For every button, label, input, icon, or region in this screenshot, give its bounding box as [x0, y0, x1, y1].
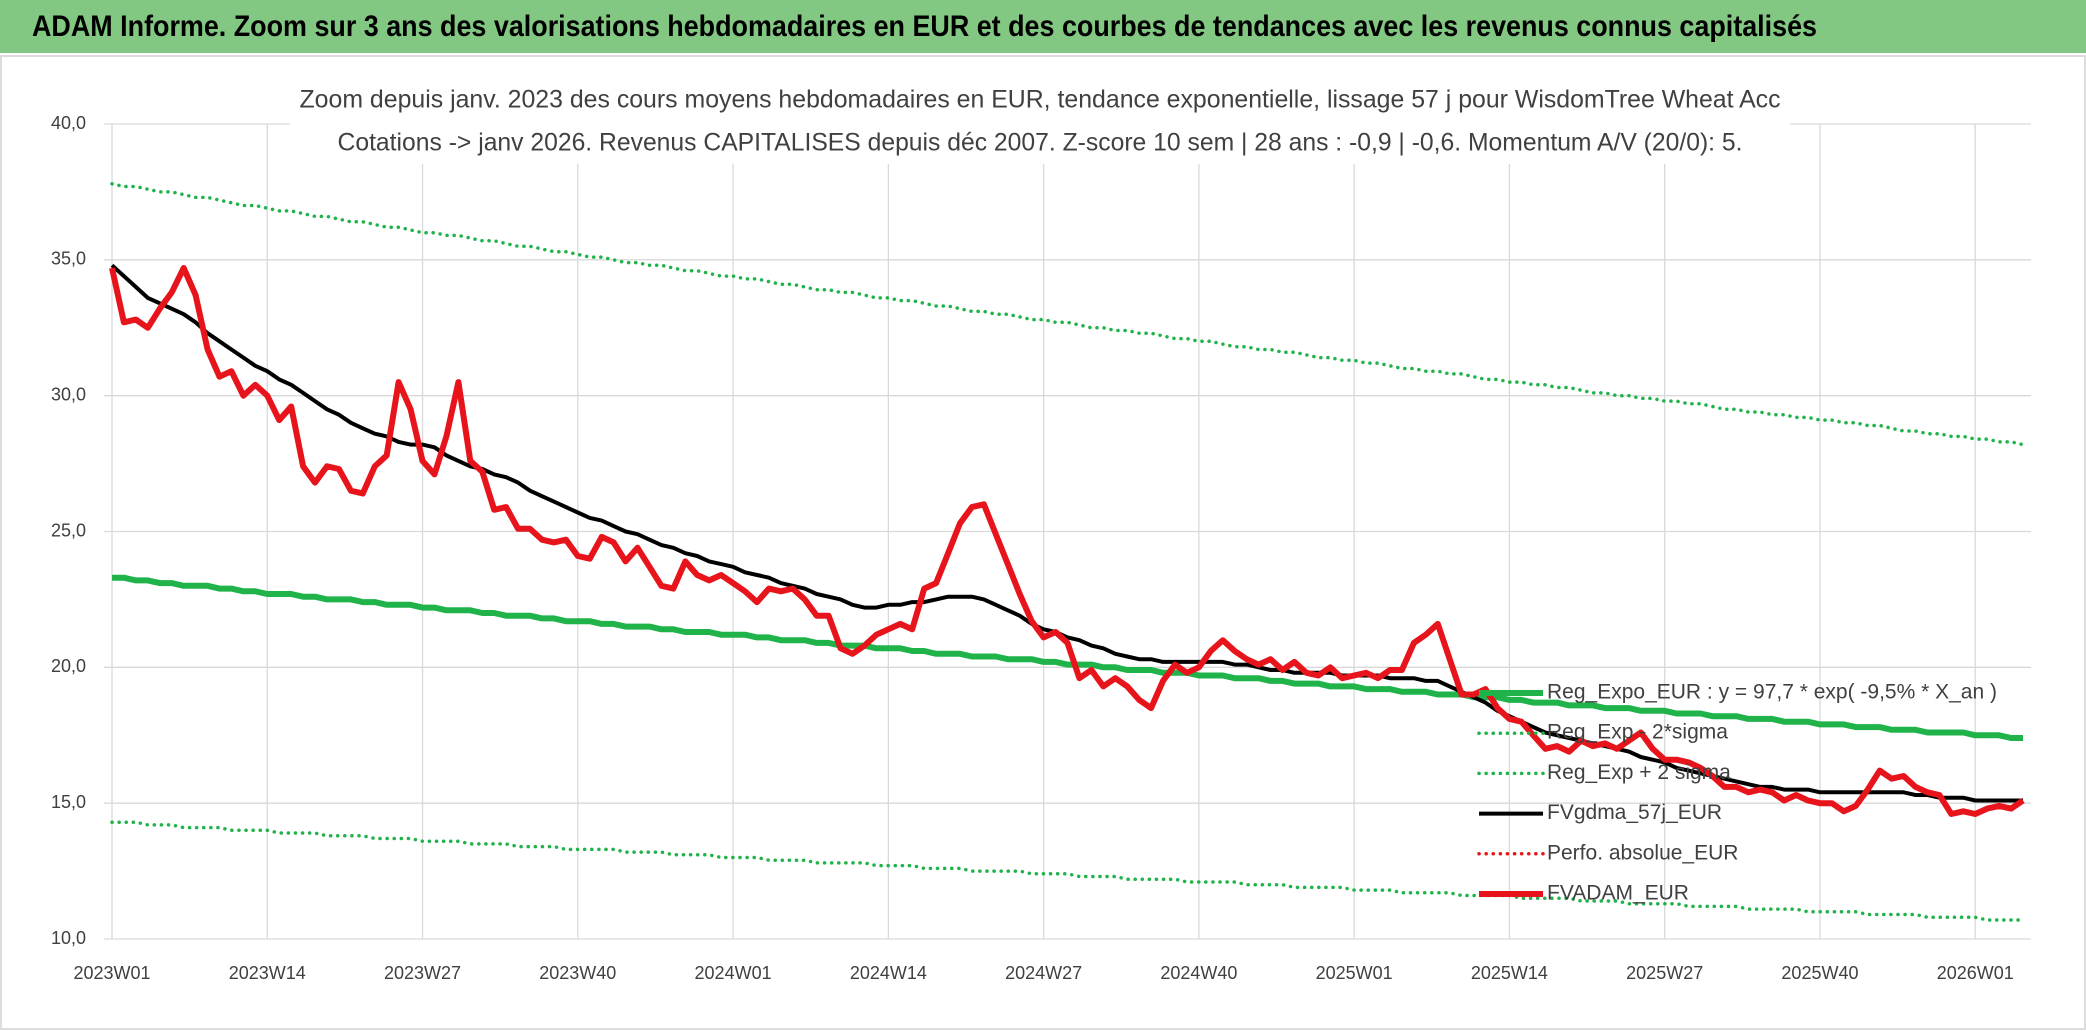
header-bar	[0, 0, 2086, 53]
series-line	[110, 263, 2023, 803]
x-tick-label: 2025W27	[1626, 963, 1703, 983]
plot-area: 10,0 15,0 20,0 25,0 30,0 35,0 40,0 2023W01 2023W…	[51, 113, 2031, 983]
x-tick-label: 2024W14	[850, 963, 927, 983]
legend-label: Reg_Exp - 2*sigma	[1547, 721, 1728, 744]
x-tick-label: 2024W40	[1160, 963, 1237, 983]
subtitle: Zoom depuis janv. 2023 des cours moyens …	[300, 86, 1781, 114]
chart-border	[0, 55, 2086, 1030]
y-tick-label: 20,0	[51, 656, 86, 676]
x-tick-label: 2023W14	[229, 963, 306, 983]
legend-label: Reg_Exp + 2 sigma	[1547, 761, 1731, 784]
series-line	[112, 574, 2023, 741]
x-tick-label: 2024W27	[1005, 963, 1082, 983]
x-tick-label: 2023W01	[73, 963, 150, 983]
x-tick-label: 2025W14	[1471, 963, 1548, 983]
y-tick-label: 25,0	[51, 520, 86, 540]
legend-label: FVADAM_EUR	[1547, 882, 1689, 905]
y-tick-label: 35,0	[51, 249, 86, 269]
y-tick-label: 30,0	[51, 384, 86, 404]
series-line	[110, 182, 2025, 447]
y-tick-label: 10,0	[51, 928, 86, 948]
x-tick-label: 2023W27	[384, 963, 461, 983]
series-line	[109, 265, 2025, 817]
y-tick-label: 15,0	[51, 792, 86, 812]
x-tick-label: 2025W40	[1781, 963, 1858, 983]
x-tick-label: 2026W01	[1937, 963, 2014, 983]
x-tick-label: 2023W40	[539, 963, 616, 983]
subtitle-box	[290, 82, 1790, 164]
chart-title: ADAM Informe. Zoom sur 3 ans des valoris…	[32, 10, 1817, 43]
legend-label: Perfo. absolue_EUR	[1547, 841, 1738, 864]
x-tick-label: 2025W01	[1316, 963, 1393, 983]
subtitle: Cotations -> janv 2026. Revenus CAPITALI…	[338, 129, 1743, 157]
legend: Reg_Expo_EUR : y = 97,7 * exp( -9,5% * X…	[1477, 681, 1997, 905]
y-tick-label: 40,0	[51, 113, 86, 133]
legend-label: FVgdma_57j_EUR	[1547, 801, 1722, 824]
x-tick-label: 2024W01	[695, 963, 772, 983]
series-line	[110, 820, 2025, 922]
legend-label: Reg_Expo_EUR : y = 97,7 * exp( -9,5% * X…	[1547, 681, 1997, 704]
